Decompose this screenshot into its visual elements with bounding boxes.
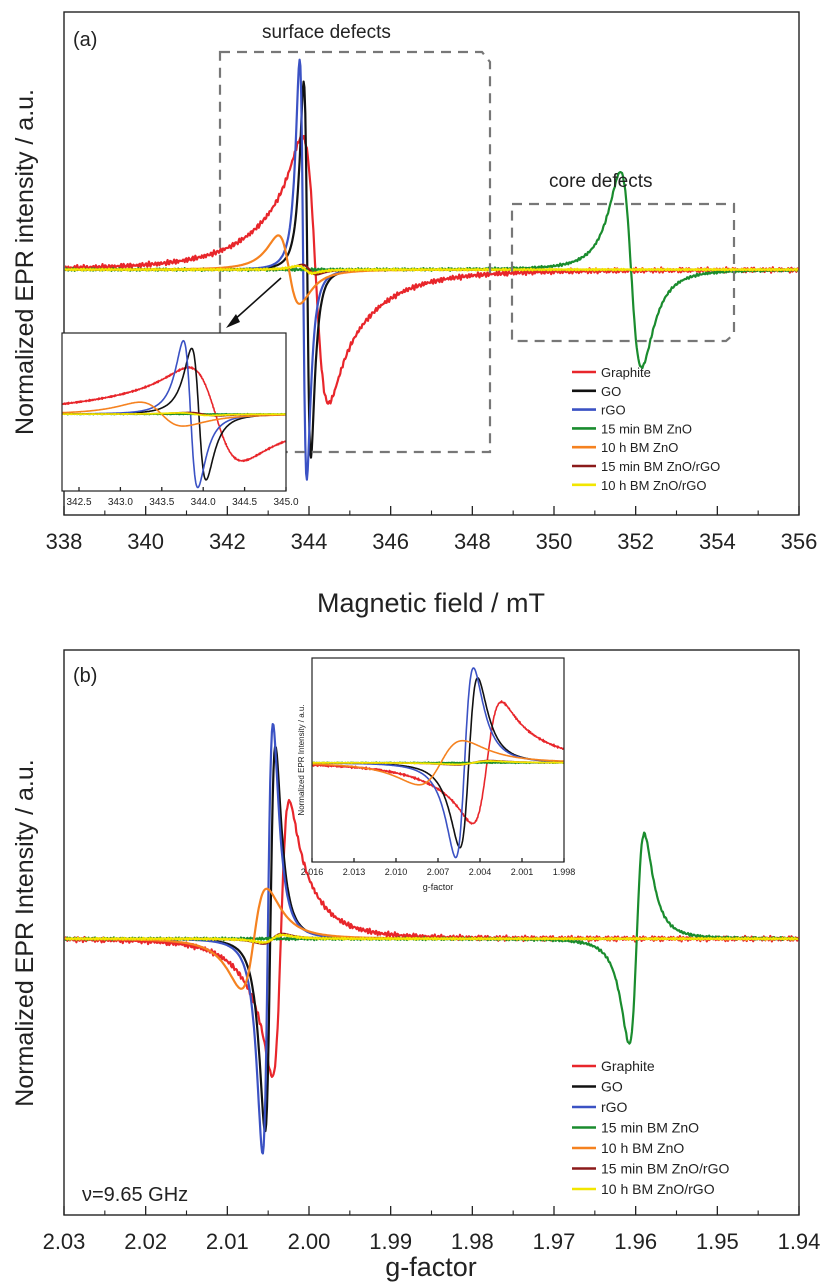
x-tick-label: 2.004: [469, 867, 492, 877]
x-tick-label: 350: [536, 529, 573, 554]
legend-item-go: GO: [572, 1079, 623, 1095]
x-tick-label: 348: [454, 529, 491, 554]
panel-b-inset-x-ticks: 2.016 2.013 2.010 2.007 2.004 2.001 1.998: [301, 858, 576, 877]
frequency-label: ν=9.65 GHz: [82, 1184, 188, 1206]
legend-item-15-min-bm-zno-rgo: 15 min BM ZnO/rGO: [572, 459, 720, 474]
x-tick-label: 1.998: [553, 867, 576, 877]
x-tick-label: 1.94: [778, 1229, 821, 1254]
legend-label: Graphite: [601, 365, 651, 380]
legend-item-10-h-bm-zno-rgo: 10 h BM ZnO/rGO: [572, 1181, 715, 1197]
x-tick-label: 2.013: [343, 867, 366, 877]
panel-a-series: [64, 58, 800, 481]
x-tick-label: 343.0: [108, 497, 133, 508]
x-tick-label: 340: [127, 529, 164, 554]
legend-label: 10 h BM ZnO: [601, 1140, 684, 1156]
legend-label: 10 h BM ZnO/rGO: [601, 1181, 715, 1197]
x-tick-label: 342: [209, 529, 246, 554]
legend-label: 10 h BM ZnO/rGO: [601, 478, 706, 493]
panel-a-inset-series: [62, 339, 286, 489]
series-line-10-h-bm-zno: [62, 401, 286, 427]
x-tick-label: 1.99: [369, 1229, 412, 1254]
core-defects-box: [510, 202, 736, 343]
inset-arrow: [226, 277, 282, 328]
series-line-10-h-bm-zno-rgo: [62, 411, 286, 417]
legend-label: 15 min BM ZnO/rGO: [601, 1161, 729, 1177]
legend-item-go: GO: [572, 384, 621, 399]
x-tick-label: 345.0: [273, 497, 298, 508]
panel-a-legend: Graphite GO rGO 15 min BM ZnO 10 h BM ZnO 15 …: [572, 365, 720, 493]
legend-item-10-h-bm-zno: 10 h BM ZnO: [572, 440, 678, 455]
panel-b: 2.03 2.02 2.01 2.00 1.99 1.98 1.97 1.96 1.95 1.94…: [11, 649, 821, 1282]
panel-a-y-axis-title: Normalized EPR intensity / a.u.: [11, 89, 39, 435]
x-tick-label: 352: [617, 529, 654, 554]
x-tick-label: 2.010: [385, 867, 408, 877]
x-tick-label: 2.01: [206, 1229, 249, 1254]
panel-a-label: (a): [73, 29, 97, 51]
panel-a-x-ticks: 338 340 342 344 346 348 350 352 354 356: [46, 506, 818, 554]
legend-item-15-min-bm-zno-rgo: 15 min BM ZnO/rGO: [572, 1161, 729, 1177]
legend-item-10-h-bm-zno: 10 h BM ZnO: [572, 1140, 684, 1156]
x-tick-label: 2.00: [288, 1229, 331, 1254]
x-tick-label: 356: [781, 529, 818, 554]
legend-label: 10 h BM ZnO: [601, 440, 678, 455]
legend-item-10-h-bm-zno-rgo: 10 h BM ZnO/rGO: [572, 478, 706, 493]
legend-label: 15 min BM ZnO: [601, 421, 692, 436]
legend-item-15-min-bm-zno: 15 min BM ZnO: [572, 421, 692, 436]
x-tick-label: 1.98: [451, 1229, 494, 1254]
legend-label: Graphite: [601, 1058, 655, 1074]
legend-item-rgo: rGO: [572, 1099, 628, 1115]
panel-b-inset-series: [312, 667, 564, 859]
surface-defects-label: surface defects: [262, 22, 391, 43]
x-tick-label: 1.97: [533, 1229, 576, 1254]
x-tick-label: 2.03: [43, 1229, 86, 1254]
panel-b-series: [63, 723, 800, 1155]
legend-item-rgo: rGO: [572, 403, 626, 418]
series-line-10-h-bm-zno-rgo: [64, 933, 799, 945]
panel-a-inset: 342.5 343.0 343.5 344.0 344.5 345.0: [61, 332, 299, 508]
panel-a-x-axis-title: Magnetic field / mT: [317, 588, 545, 618]
x-tick-label: 342.5: [66, 497, 91, 508]
x-tick-label: 344: [291, 529, 328, 554]
panel-a-inset-x-ticks: 342.5 343.0 343.5 344.0 344.5 345.0: [66, 487, 299, 508]
panel-b-legend: Graphite GO rGO 15 min BM ZnO 10 h BM ZnO 15 …: [572, 1058, 729, 1197]
inset-b-x-axis-title: g-factor: [423, 882, 454, 892]
inset-b-y-axis-title: Normalized EPR Intensity / a.u.: [297, 704, 306, 815]
x-tick-label: 344.5: [232, 497, 257, 508]
series-line-10-h-bm-zno-rgo: [312, 759, 564, 766]
x-tick-label: 1.96: [614, 1229, 657, 1254]
legend-label: GO: [601, 384, 621, 399]
x-tick-label: 2.016: [301, 867, 324, 877]
series-line-10-h-bm-zno: [312, 739, 564, 786]
series-line-10-h-bm-zno-rgo: [64, 264, 799, 275]
core-defects-label: core defects: [549, 171, 653, 192]
panel-a: 338 340 342 344 346 348 350 352 354 356 (a) surfa…: [11, 11, 818, 618]
panel-b-x-axis-title: g-factor: [385, 1252, 477, 1282]
x-tick-label: 346: [372, 529, 409, 554]
legend-label: 15 min BM ZnO/rGO: [601, 459, 720, 474]
legend-item-graphite: Graphite: [572, 1058, 655, 1074]
x-tick-label: 354: [699, 529, 736, 554]
x-tick-label: 2.007: [427, 867, 450, 877]
panel-b-inset: 2.016 2.013 2.010 2.007 2.004 2.001 1.998 g-fa…: [297, 657, 576, 892]
panel-b-x-ticks: 2.03 2.02 2.01 2.00 1.99 1.98 1.97 1.96 1.95 1.94: [43, 1206, 821, 1254]
x-tick-label: 2.001: [511, 867, 534, 877]
x-tick-label: 338: [46, 529, 83, 554]
panel-b-y-axis-title: Normalized EPR Intensity / a.u.: [11, 759, 39, 1106]
legend-item-graphite: Graphite: [572, 365, 651, 380]
x-tick-label: 1.95: [696, 1229, 739, 1254]
legend-label: 15 min BM ZnO: [601, 1120, 699, 1136]
x-tick-label: 2.02: [124, 1229, 167, 1254]
legend-item-15-min-bm-zno: 15 min BM ZnO: [572, 1120, 699, 1136]
x-tick-label: 344.0: [191, 497, 216, 508]
x-tick-label: 343.5: [149, 497, 174, 508]
legend-label: rGO: [601, 1099, 628, 1115]
panel-b-label: (b): [73, 665, 97, 687]
legend-label: GO: [601, 1079, 623, 1095]
legend-label: rGO: [601, 403, 626, 418]
